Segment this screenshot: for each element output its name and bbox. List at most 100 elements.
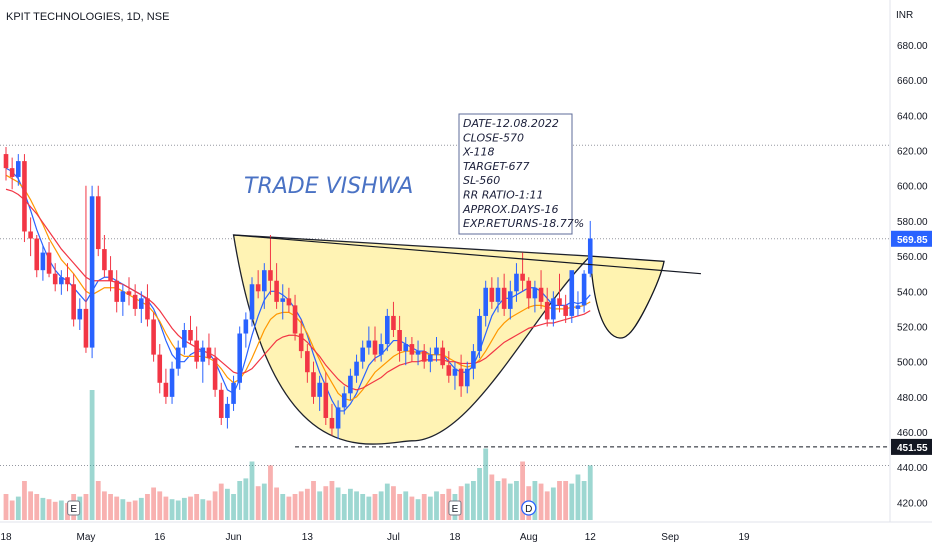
volume-bar (323, 486, 329, 520)
candle-body (385, 315, 390, 345)
candle-body (9, 168, 15, 177)
volume-bar (28, 491, 33, 520)
candle-body (421, 351, 427, 362)
candle-body (587, 238, 593, 274)
candle-body (126, 291, 132, 295)
volume-bar (335, 487, 341, 520)
candle-body (102, 249, 107, 271)
volume-bar (175, 500, 181, 520)
volume-bar (317, 491, 323, 520)
volume-bar (255, 486, 261, 520)
volume-bar (397, 494, 402, 520)
candle-body (434, 347, 439, 355)
x-tick-label: Jun (225, 532, 241, 543)
y-tick-label: 560.00 (897, 252, 928, 263)
candle-body (520, 273, 525, 281)
volume-bar (268, 465, 273, 520)
earnings-marker-box (67, 500, 81, 516)
volume-bar (132, 500, 138, 520)
candles-layer (3, 147, 593, 440)
volume-bar (501, 478, 507, 520)
x-tick-label: Jul (387, 532, 400, 543)
current-price-label: 569.85 (897, 235, 928, 246)
volume-bar (341, 494, 347, 520)
candle-body (114, 280, 119, 302)
x-tick-label: Sep (661, 532, 679, 543)
y-tick-label: 600.00 (897, 182, 928, 193)
volume-bar (514, 481, 519, 520)
candle-body (225, 403, 230, 418)
candle-body (145, 298, 150, 320)
volume-bar (9, 500, 15, 520)
event-marker-label: D (525, 504, 532, 515)
candle-body (40, 252, 46, 271)
x-tick-label: 13 (302, 532, 314, 543)
x-tick-label: Aug (520, 532, 538, 543)
axis-layer: 420.00 440.00 460.00 480.00 500.00 520.00 540.… (0, 0, 932, 543)
candle-body (557, 298, 562, 306)
candle-body (83, 308, 89, 348)
candle-body (489, 287, 495, 302)
volume-bar (544, 491, 550, 520)
candle-body (335, 407, 341, 429)
volume-bar (120, 499, 126, 520)
volume-bar (415, 499, 421, 520)
candle-body (538, 287, 544, 302)
candle-body (428, 354, 433, 362)
volume-bar (304, 488, 310, 520)
candle-body (341, 393, 347, 408)
event-marker-label: E (452, 504, 459, 515)
candle-body (65, 277, 70, 285)
candle-body (360, 347, 365, 362)
candle-body (243, 319, 249, 334)
candle-body (3, 154, 9, 169)
volume-bar (464, 483, 470, 520)
candle-body (255, 284, 261, 292)
candle-body (108, 270, 113, 281)
candle-body (311, 372, 316, 397)
volume-bar (360, 494, 366, 520)
volume-bar (243, 478, 249, 520)
volume-bar (569, 483, 575, 520)
candle-body (89, 196, 95, 348)
candle-body (22, 161, 27, 232)
candle-body (218, 389, 224, 418)
volume-bar (15, 496, 21, 520)
candle-body (471, 351, 476, 369)
y-tick-label: 440.00 (897, 463, 928, 474)
candle-body (188, 330, 193, 341)
candle-body (95, 196, 101, 250)
y-tick-label: 620.00 (897, 147, 928, 158)
annotation-line: SL-560 (463, 174, 500, 187)
volume-bar (225, 488, 230, 520)
candle-body (157, 354, 163, 383)
support-price-label: 451.55 (897, 443, 928, 454)
candle-body (551, 298, 556, 320)
candle-body (52, 273, 58, 285)
moving-average-line (5, 167, 591, 412)
y-tick-label: 480.00 (897, 393, 928, 404)
y-tick-label: 500.00 (897, 358, 928, 369)
volume-bar (372, 494, 378, 520)
volume-bar (163, 496, 169, 520)
x-tick-label: 18 (0, 532, 12, 543)
candle-body (372, 340, 378, 355)
candle-body (274, 280, 279, 302)
volume-bar (40, 497, 46, 520)
candle-body (329, 417, 335, 429)
volume-bar (145, 494, 150, 520)
candle-body (415, 351, 421, 355)
volume-bar (212, 491, 218, 520)
volume-bar (206, 500, 212, 520)
candle-body (59, 277, 64, 285)
candle-body (286, 298, 292, 306)
candle-body (268, 270, 273, 281)
volume-bar (575, 474, 581, 520)
volume-bar (102, 491, 107, 520)
moving-averages-layer (5, 167, 591, 412)
volume-bar (188, 496, 193, 520)
candle-body (305, 351, 310, 373)
